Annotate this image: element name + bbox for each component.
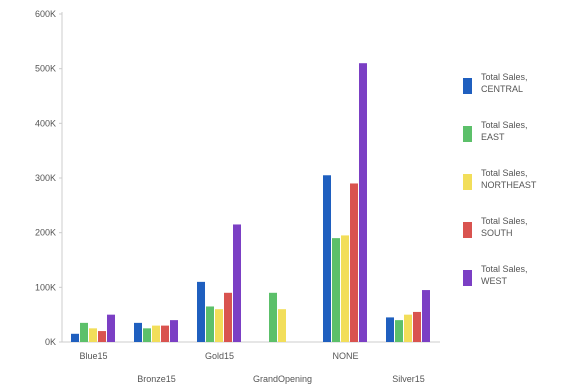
bar — [233, 224, 241, 342]
legend-label: Total Sales, NORTHEAST — [481, 168, 537, 190]
bar — [278, 309, 286, 342]
bar — [422, 290, 430, 342]
bar — [404, 314, 412, 342]
legend-swatch — [463, 126, 472, 142]
bar — [134, 322, 142, 342]
bar — [395, 320, 403, 342]
bar — [350, 183, 358, 342]
x-tick-label: Gold15 — [205, 351, 234, 361]
category-labels: Blue15 Bronze15 Gold15 GrandOpening NONE Silv… — [79, 351, 424, 384]
bar — [152, 325, 160, 342]
y-tick-label: 500K — [35, 64, 56, 74]
bar — [89, 328, 97, 342]
x-tick-label: GrandOpening — [253, 374, 312, 384]
y-tick-label: 200K — [35, 228, 56, 238]
bar — [332, 238, 340, 342]
bar — [386, 317, 394, 342]
legend-swatch — [463, 270, 472, 286]
y-tick-label: 0K — [45, 337, 56, 347]
bars-group — [71, 63, 430, 342]
x-tick-label: Blue15 — [79, 351, 107, 361]
bar — [206, 306, 214, 342]
legend-label: Total Sales, EAST — [481, 120, 528, 142]
y-tick-label: 600K — [35, 9, 56, 19]
y-tick-label: 300K — [35, 173, 56, 183]
bar — [107, 314, 115, 342]
bar — [359, 63, 367, 342]
bar — [80, 322, 88, 342]
legend-swatch — [463, 174, 472, 190]
bar — [197, 281, 205, 342]
x-tick-label: Silver15 — [392, 374, 425, 384]
bar — [323, 175, 331, 342]
y-axis-ticks: 0K 100K 200K 300K 400K 500K 600K — [35, 9, 62, 347]
bar — [269, 292, 277, 342]
legend-label: Total Sales, WEST — [481, 264, 528, 286]
legend-swatch — [463, 222, 472, 238]
bar — [341, 235, 349, 342]
bar — [413, 311, 421, 342]
bar — [170, 320, 178, 342]
bar — [161, 325, 169, 342]
legend-label: Total Sales, SOUTH — [481, 216, 528, 238]
legend-swatch — [463, 78, 472, 94]
bar — [98, 331, 106, 342]
y-tick-label: 100K — [35, 282, 56, 292]
bar — [215, 309, 223, 342]
bar — [143, 328, 151, 342]
x-tick-label: Bronze15 — [137, 374, 176, 384]
x-tick-label: NONE — [332, 351, 358, 361]
y-tick-label: 400K — [35, 118, 56, 128]
legend: Total Sales, CENTRAL Total Sales, EAST Total… — [463, 72, 537, 286]
bar — [71, 333, 79, 342]
bar — [224, 292, 232, 342]
legend-label: Total Sales, CENTRAL — [481, 72, 528, 94]
